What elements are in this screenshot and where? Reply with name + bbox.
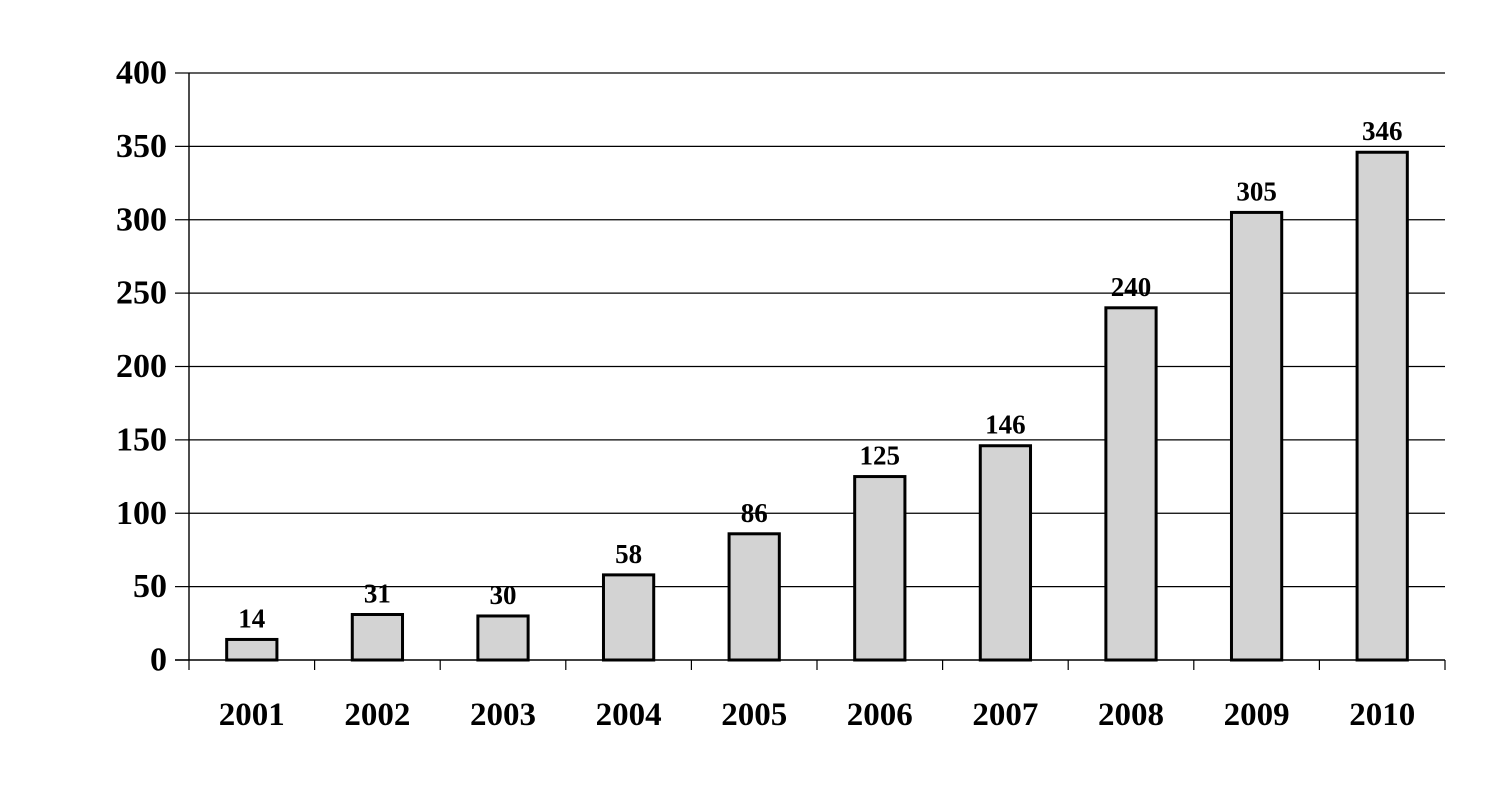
gridlines [189,72,1445,588]
y-tick-label: 100 [116,495,167,532]
x-tick-label: 2001 [219,697,285,733]
y-tick-label: 300 [116,201,167,238]
bar [225,637,279,662]
bar [853,475,907,662]
bar [1355,150,1409,662]
data-label: 125 [860,441,901,471]
x-tick-label: 2002 [344,697,410,733]
data-label: 86 [741,498,768,528]
y-tick-label: 0 [150,642,167,679]
y-tick-label: 400 [116,55,167,92]
bars [225,150,1409,662]
data-label: 14 [238,603,265,633]
y-tick-label: 50 [133,568,167,605]
x-tick-label: 2005 [721,697,787,733]
y-tick-label: 200 [116,348,167,385]
data-label: 30 [490,580,517,610]
data-label: 346 [1362,116,1403,146]
bar [1104,306,1158,662]
data-label: 240 [1111,272,1152,302]
x-tick-label: 2004 [596,697,662,733]
bar [1229,210,1284,662]
data-label: 31 [364,579,391,609]
x-tick-label: 2008 [1098,697,1164,733]
bar [978,444,1033,662]
bar [350,613,405,662]
y-tick-label: 350 [116,128,167,165]
x-tick-label: 2007 [972,697,1038,733]
x-tick-label: 2003 [470,697,536,733]
labels: 0 50 100 150 200 250 300 350 400 14 2001 31 2002 30 20… [116,55,1415,734]
x-tick-label: 2006 [847,697,913,733]
bar [476,614,530,662]
y-tick-label: 150 [116,421,167,458]
data-label: 58 [615,539,642,569]
x-tick-label: 2009 [1224,697,1290,733]
x-tick-label: 2010 [1349,697,1415,733]
y-tick-label: 250 [116,275,167,312]
bar [727,532,781,662]
data-label: 146 [985,410,1026,440]
data-label: 305 [1236,176,1277,206]
bar [601,573,656,662]
